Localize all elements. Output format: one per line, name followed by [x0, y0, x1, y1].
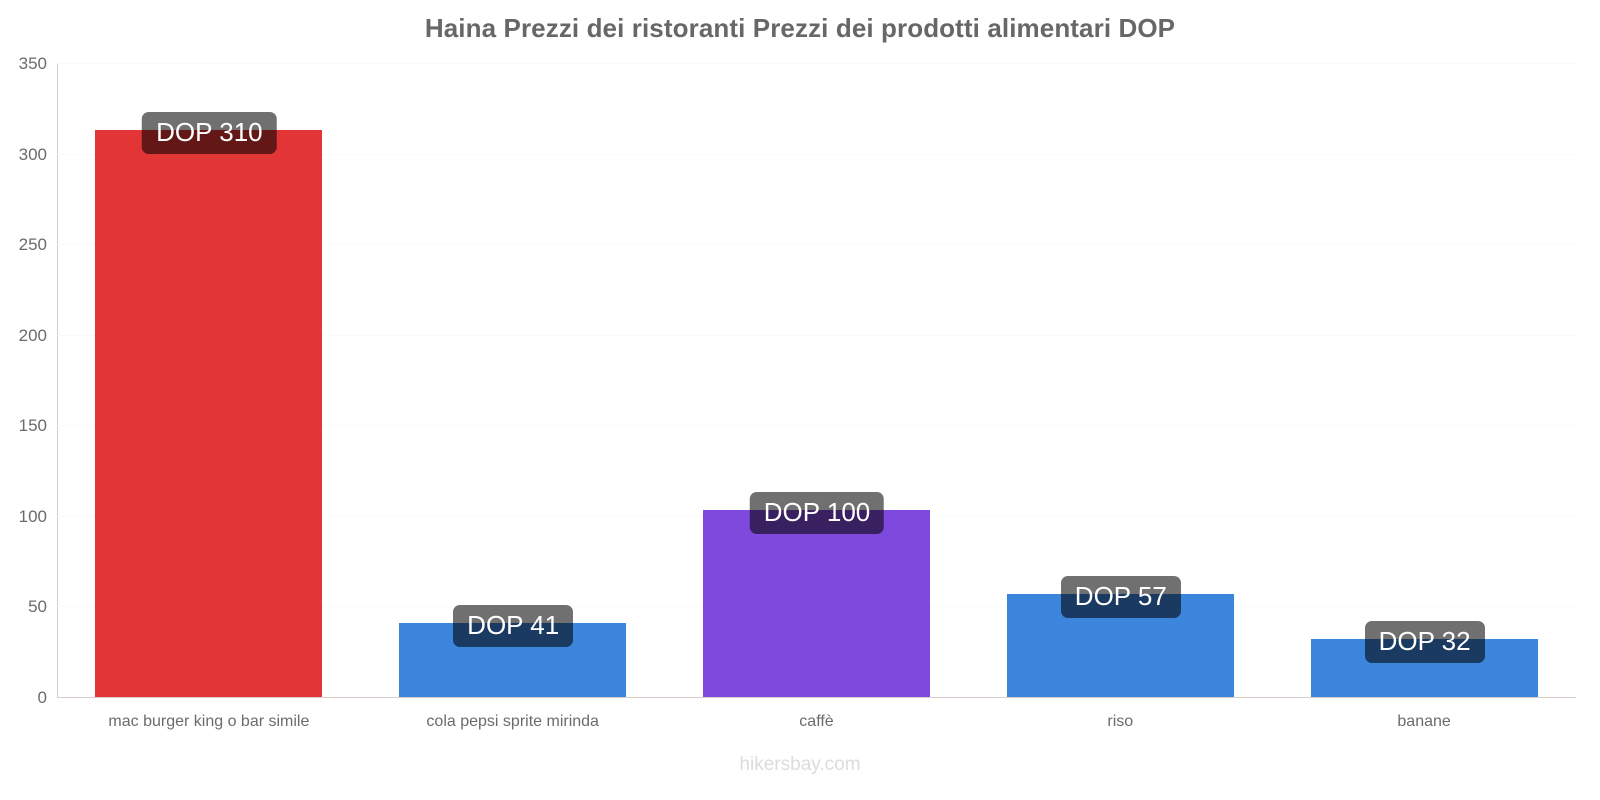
bar-value-label: DOP 32 — [1364, 621, 1485, 664]
y-axis-line — [57, 63, 58, 698]
x-axis-line — [57, 697, 1576, 698]
y-axis-tick-label: 100 — [18, 506, 47, 526]
gridline — [57, 425, 1576, 427]
x-axis-category-label: banane — [1397, 713, 1451, 730]
bar-value-label: DOP 57 — [1060, 575, 1181, 618]
x-axis-category-label: cola pepsi sprite mirinda — [426, 713, 599, 730]
x-axis-category-label: riso — [1107, 713, 1134, 730]
bar[interactable] — [95, 130, 323, 697]
gridline — [57, 63, 1576, 64]
x-axis-category-label: caffè — [799, 713, 834, 730]
y-axis-tick-label: 250 — [18, 235, 47, 255]
y-axis-tick-label: 0 — [37, 688, 47, 707]
page-title: Haina Prezzi dei ristoranti Prezzi dei p… — [424, 13, 1176, 43]
bar-value-label: DOP 41 — [453, 604, 574, 647]
gridline — [57, 334, 1576, 336]
gridline — [57, 153, 1576, 155]
bar-value-label: DOP 100 — [749, 492, 885, 535]
y-axis-tick-label: 150 — [18, 416, 47, 436]
bar[interactable] — [703, 510, 930, 697]
gridline — [57, 244, 1576, 246]
y-axis-tick-label: 50 — [28, 597, 47, 617]
watermark: hikersbay.com — [739, 754, 861, 775]
y-axis-tick-label: 200 — [18, 325, 47, 345]
y-axis-tick-label: 350 — [18, 54, 47, 73]
bar-value-label: DOP 310 — [142, 112, 277, 155]
y-axis-tick-label: 300 — [18, 144, 47, 164]
x-axis-category-label: mac burger king o bar simile — [108, 713, 310, 730]
